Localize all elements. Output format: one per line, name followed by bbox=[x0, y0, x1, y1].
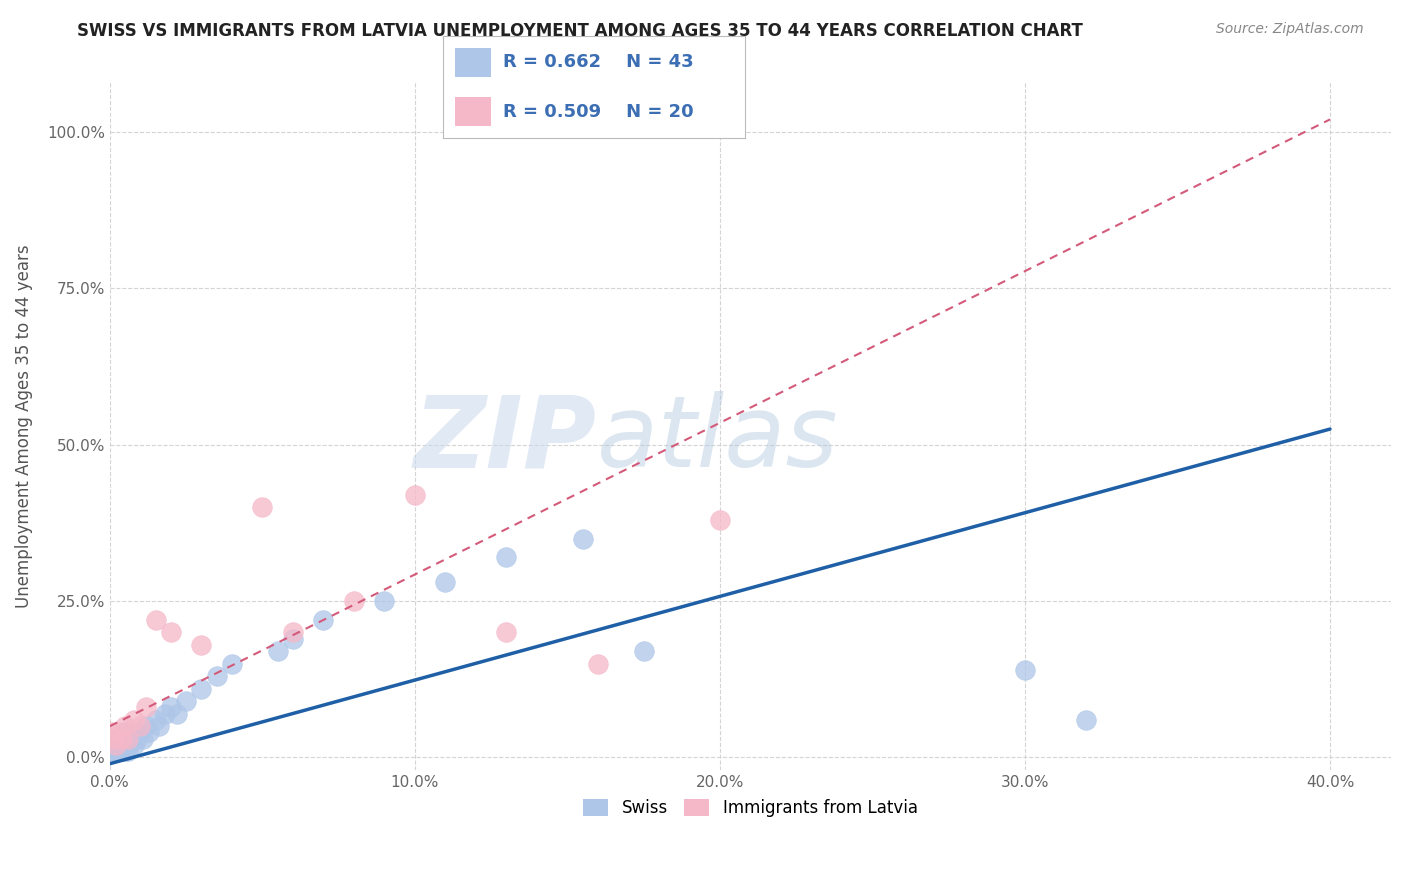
Point bbox=[129, 719, 152, 733]
Point bbox=[135, 719, 157, 733]
Point bbox=[100, 744, 122, 758]
Point bbox=[373, 594, 395, 608]
Point bbox=[633, 644, 655, 658]
Point bbox=[166, 706, 188, 721]
Point bbox=[148, 719, 170, 733]
Point bbox=[159, 625, 181, 640]
Point bbox=[221, 657, 243, 671]
Point bbox=[101, 744, 124, 758]
Point bbox=[104, 738, 127, 752]
Point bbox=[100, 725, 122, 739]
Point bbox=[132, 731, 155, 746]
Point bbox=[495, 550, 517, 565]
Point bbox=[205, 669, 228, 683]
Point bbox=[117, 744, 139, 758]
Point bbox=[434, 575, 457, 590]
Point bbox=[104, 731, 127, 746]
Point bbox=[108, 738, 131, 752]
Text: atlas: atlas bbox=[596, 392, 838, 488]
Text: Source: ZipAtlas.com: Source: ZipAtlas.com bbox=[1216, 22, 1364, 37]
Point bbox=[111, 738, 134, 752]
Point bbox=[114, 738, 136, 752]
Point bbox=[122, 738, 145, 752]
Point bbox=[266, 644, 288, 658]
Point bbox=[108, 725, 131, 739]
Point bbox=[111, 731, 134, 746]
Point bbox=[114, 719, 136, 733]
Point bbox=[404, 488, 426, 502]
Legend: Swiss, Immigrants from Latvia: Swiss, Immigrants from Latvia bbox=[576, 792, 924, 823]
Text: R = 0.662    N = 43: R = 0.662 N = 43 bbox=[503, 54, 695, 71]
Point bbox=[571, 532, 593, 546]
Point bbox=[174, 694, 197, 708]
Point bbox=[108, 744, 131, 758]
Point bbox=[108, 744, 131, 758]
Point bbox=[145, 713, 167, 727]
Point bbox=[104, 738, 127, 752]
Text: SWISS VS IMMIGRANTS FROM LATVIA UNEMPLOYMENT AMONG AGES 35 TO 44 YEARS CORRELATI: SWISS VS IMMIGRANTS FROM LATVIA UNEMPLOY… bbox=[77, 22, 1083, 40]
Point bbox=[117, 738, 139, 752]
Point bbox=[1014, 663, 1036, 677]
Point bbox=[120, 731, 142, 746]
Point bbox=[153, 706, 176, 721]
Point bbox=[709, 513, 731, 527]
Point bbox=[101, 738, 124, 752]
Text: ZIP: ZIP bbox=[413, 392, 596, 488]
Y-axis label: Unemployment Among Ages 35 to 44 years: Unemployment Among Ages 35 to 44 years bbox=[15, 244, 32, 607]
Point bbox=[138, 725, 160, 739]
Point bbox=[343, 594, 366, 608]
Point bbox=[312, 613, 335, 627]
Point bbox=[127, 731, 149, 746]
Point bbox=[586, 657, 609, 671]
Point bbox=[281, 632, 304, 646]
Point bbox=[135, 700, 157, 714]
Bar bbox=[456, 48, 491, 77]
Point bbox=[145, 613, 167, 627]
Point bbox=[495, 625, 517, 640]
Point bbox=[117, 731, 139, 746]
Point bbox=[159, 700, 181, 714]
Point bbox=[104, 744, 127, 758]
Point bbox=[252, 500, 274, 515]
Bar bbox=[456, 97, 491, 126]
Point bbox=[281, 625, 304, 640]
Point bbox=[1074, 713, 1097, 727]
Text: R = 0.509    N = 20: R = 0.509 N = 20 bbox=[503, 103, 695, 120]
Point bbox=[190, 638, 212, 652]
Point bbox=[111, 744, 134, 758]
Point bbox=[114, 744, 136, 758]
Point bbox=[111, 731, 134, 746]
Point bbox=[122, 713, 145, 727]
Point bbox=[114, 725, 136, 739]
Point bbox=[190, 681, 212, 696]
Point bbox=[101, 731, 124, 746]
Point bbox=[129, 725, 152, 739]
